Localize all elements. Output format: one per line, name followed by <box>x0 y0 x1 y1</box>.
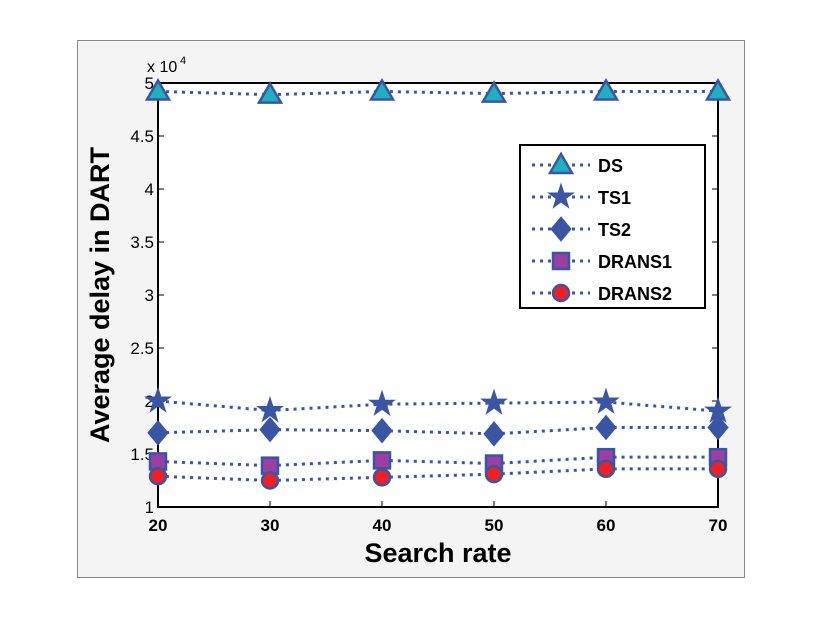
legend-marker <box>547 151 575 175</box>
y-tick-label: 2.5 <box>130 339 154 358</box>
y-tick-label: 5 <box>145 74 154 93</box>
data-point-drans2 <box>596 459 616 479</box>
y-multiplier: x 10 <box>147 59 177 76</box>
data-point-ds <box>256 81 284 104</box>
data-point-ts1 <box>480 388 508 415</box>
series-line-drans2 <box>157 467 718 483</box>
x-tick-label: 50 <box>485 516 504 535</box>
data-point-ds <box>368 77 396 101</box>
data-point-drans2 <box>708 459 728 479</box>
data-point-ts2 <box>147 420 169 446</box>
legend-marker <box>547 182 575 209</box>
y-tick-label: 4.5 <box>130 127 154 146</box>
data-point-ds <box>144 77 172 101</box>
data-point-drans2 <box>148 467 168 486</box>
y-axis-label: Average delay in DART <box>85 146 115 443</box>
data-point-drans2 <box>260 471 280 490</box>
data-point-ts2 <box>707 414 729 441</box>
legend-label: DRANS2 <box>598 284 672 304</box>
data-point-ts1 <box>592 387 620 414</box>
y-tick-label: 2 <box>145 392 154 411</box>
x-tick-label: 60 <box>597 516 616 535</box>
series-line-drans1 <box>157 455 718 468</box>
x-tick-label: 70 <box>709 516 728 535</box>
data-point-drans2 <box>372 468 392 487</box>
series-line-ts1 <box>157 399 719 413</box>
data-point-ts1 <box>144 386 172 413</box>
x-tick-label: 40 <box>373 516 392 535</box>
series-line-ts2 <box>157 426 718 436</box>
data-point-drans1 <box>372 451 392 470</box>
legend-label: DRANS1 <box>598 252 672 272</box>
legend-label: DS <box>598 156 623 176</box>
data-point-ts2 <box>595 414 617 441</box>
legend-label: TS2 <box>598 220 631 240</box>
x-tick-label: 20 <box>149 516 168 535</box>
data-point-ts1 <box>368 389 396 416</box>
x-axis-label: Search rate <box>364 538 511 568</box>
legend-marker <box>551 283 571 303</box>
y-tick-label: 1 <box>145 498 154 517</box>
legend-marker <box>551 251 571 271</box>
y-tick-label: 1.5 <box>130 445 154 464</box>
y-tick-label: 3 <box>145 286 154 305</box>
data-point-ts2 <box>259 416 281 443</box>
legend-marker <box>550 216 572 242</box>
series-line-ds <box>157 89 718 97</box>
data-point-drans2 <box>484 464 504 484</box>
y-multiplier-exponent: 4 <box>180 55 186 67</box>
data-point-ds <box>704 77 732 101</box>
data-point-ds <box>480 80 508 103</box>
x-tick-label: 30 <box>261 516 280 535</box>
data-point-ts2 <box>371 417 393 444</box>
data-point-ts1 <box>256 395 284 423</box>
legend-label: TS1 <box>598 188 631 208</box>
data-point-ts2 <box>483 421 505 447</box>
y-tick-label: 3.5 <box>130 233 154 252</box>
y-tick-label: 4 <box>145 180 154 199</box>
data-point-ds <box>592 77 620 101</box>
